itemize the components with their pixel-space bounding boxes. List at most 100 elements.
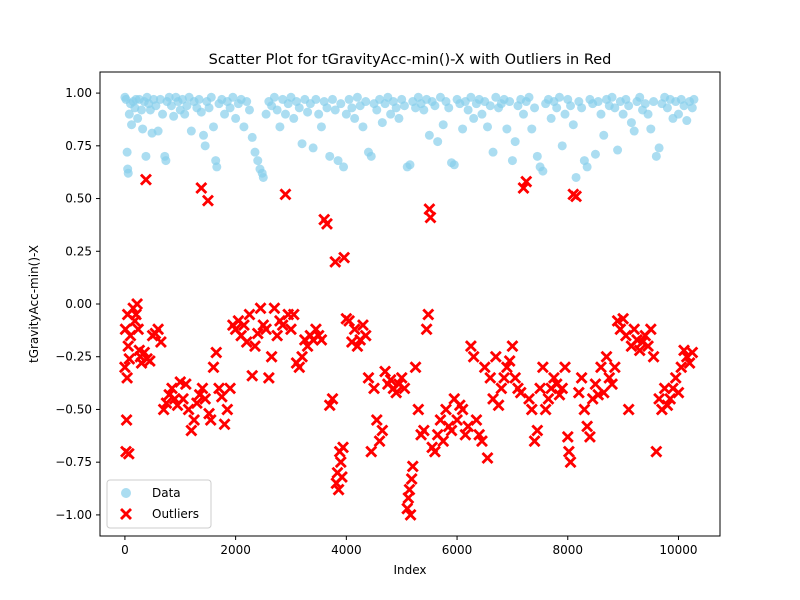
outlier-point <box>190 397 203 410</box>
outlier-point <box>207 361 220 374</box>
data-point <box>166 101 176 111</box>
data-point <box>308 143 318 153</box>
outlier-point <box>379 365 392 378</box>
outlier-point <box>293 361 306 374</box>
data-point <box>133 113 143 123</box>
data-point <box>466 92 476 102</box>
data-point <box>566 101 576 111</box>
data-point <box>314 109 324 119</box>
data-point <box>430 101 440 111</box>
data-point <box>186 126 196 136</box>
outlier-point <box>475 435 488 448</box>
outlier-point <box>570 190 583 203</box>
outlier-point <box>600 350 613 363</box>
data-point <box>122 147 132 157</box>
outlier-point <box>177 392 190 405</box>
x-tick-label: 2000 <box>220 543 251 557</box>
outlier-point <box>168 392 181 405</box>
data-point <box>347 103 357 113</box>
data-point <box>518 109 528 119</box>
data-point <box>629 126 639 136</box>
data-point <box>502 124 512 134</box>
outlier-point <box>329 255 342 268</box>
data-point <box>399 101 409 111</box>
outlier-point <box>120 414 133 426</box>
legend-outlier-x <box>120 508 132 520</box>
data-point <box>196 107 206 117</box>
outlier-point <box>644 323 657 336</box>
outlier-point <box>218 418 231 431</box>
outlier-point <box>658 382 671 395</box>
outlier-point <box>276 319 289 332</box>
outlier-point <box>204 414 217 426</box>
outlier-point <box>320 217 333 230</box>
outlier-point <box>122 447 135 460</box>
outlier-point <box>334 456 347 469</box>
x-axis: 0 2000 4000 6000 8000 10000 <box>121 536 698 557</box>
outlier-point <box>642 340 655 353</box>
outlier-point <box>437 435 450 448</box>
data-point <box>530 103 540 113</box>
data-point <box>568 120 578 130</box>
data-point <box>419 105 429 115</box>
data-point <box>590 149 600 159</box>
outlier-point <box>201 194 214 207</box>
outlier-point <box>338 251 351 264</box>
outlier-point <box>539 403 552 416</box>
data-point <box>599 130 609 140</box>
outlier-point <box>359 329 372 342</box>
data-point <box>538 166 548 176</box>
outlier-point <box>417 424 430 437</box>
outlier-point <box>594 361 607 374</box>
outlier-point <box>409 361 422 374</box>
x-tick-label: 8000 <box>552 543 583 557</box>
outlier-point <box>376 424 389 437</box>
outlier-point <box>129 308 142 321</box>
legend-label-outliers: Outliers <box>152 507 199 521</box>
data-point <box>532 151 542 161</box>
outlier-point <box>262 371 275 384</box>
legend-box <box>106 479 212 529</box>
y-axis-label: tGravityAcc-min()-X <box>27 245 41 363</box>
x-tick-label: 10000 <box>659 543 697 557</box>
outlier-point <box>356 319 369 332</box>
data-point <box>164 92 174 102</box>
outlier-point <box>547 371 560 384</box>
y-tick-label: 0.25 <box>65 244 92 258</box>
data-point <box>571 172 581 182</box>
outlier-point <box>398 382 411 395</box>
data-point <box>687 103 697 113</box>
legend: Data Outliers <box>106 479 212 529</box>
outlier-point <box>139 173 152 186</box>
outlier-point <box>420 323 433 336</box>
data-point <box>626 118 636 128</box>
outlier-point <box>268 302 281 315</box>
outlier-point <box>424 211 437 224</box>
y-tick-label: 0.75 <box>65 139 92 153</box>
outlier-point <box>422 308 435 321</box>
data-point <box>138 124 148 134</box>
outlier-point <box>185 424 198 437</box>
outlier-point <box>675 361 688 374</box>
data-point <box>635 92 645 102</box>
outlier-point <box>157 403 170 416</box>
data-point <box>463 105 473 115</box>
outlier-point <box>572 386 585 399</box>
outlier-point <box>445 424 458 437</box>
outlier-point <box>254 302 267 315</box>
data-point <box>546 113 556 123</box>
outlier-point <box>335 470 348 483</box>
data-point <box>151 101 161 111</box>
data-point <box>654 143 664 153</box>
data-point <box>280 109 290 119</box>
outlier-point <box>246 369 259 382</box>
data-point <box>220 109 230 119</box>
outlier-point <box>237 319 250 332</box>
data-point <box>322 103 332 113</box>
data-point <box>352 92 362 102</box>
legend-label-data: Data <box>152 486 181 500</box>
data-point <box>433 137 443 147</box>
outlier-point <box>154 335 167 348</box>
data-point <box>272 105 282 115</box>
data-point <box>560 109 570 119</box>
